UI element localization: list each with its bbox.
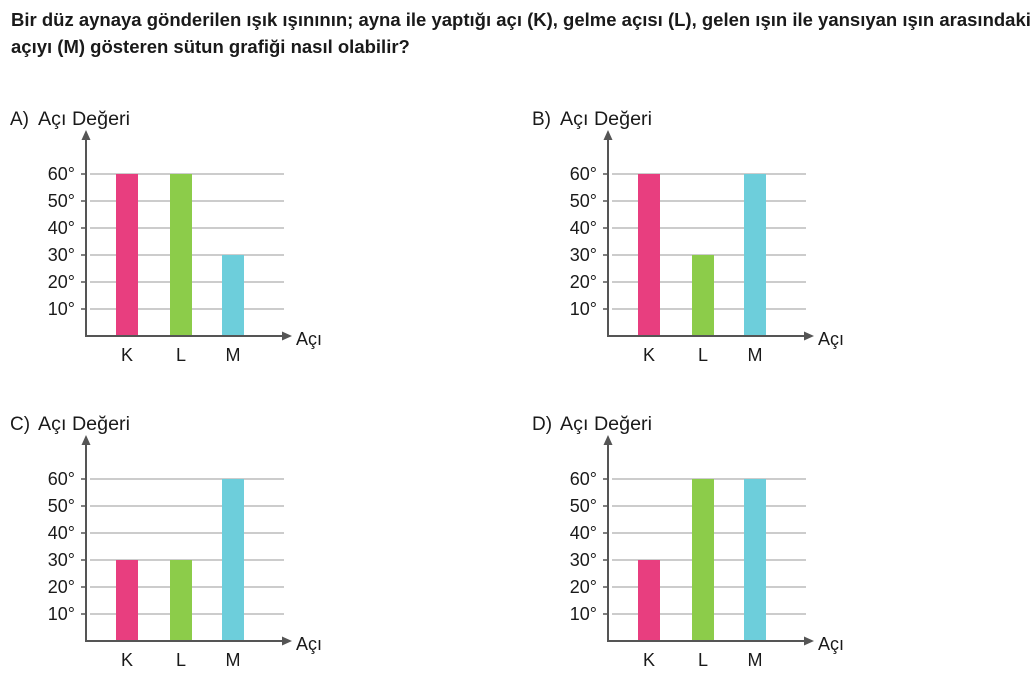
x-axis-arrow-icon xyxy=(282,331,292,341)
bar-chart-svg: C) Açı Değeri 10° 20° 30° 40° 50° 60° Açı K L M xyxy=(10,414,322,670)
option-letter: D) xyxy=(532,414,552,435)
y-axis-title: Açı Değeri xyxy=(38,109,130,130)
x-axis-title: Açı xyxy=(818,329,844,349)
y-axis-arrow-icon xyxy=(81,435,91,445)
x-tick-label: K xyxy=(643,650,655,670)
y-axis-arrow-icon xyxy=(603,130,613,140)
x-tick-label: L xyxy=(698,345,708,365)
bar-m xyxy=(744,479,766,641)
option-letter: C) xyxy=(10,414,30,435)
option-letter: B) xyxy=(532,109,551,130)
y-tick-label: 30° xyxy=(570,550,597,570)
x-tick-label: L xyxy=(176,650,186,670)
x-axis-arrow-icon xyxy=(282,636,292,646)
option-b-chart[interactable]: B) Açı Değeri 10° 20° 30° 40° 50° 60° Açı K L M xyxy=(532,104,862,394)
bar-chart-svg: B) Açı Değeri 10° 20° 30° 40° 50° 60° Açı K L M xyxy=(532,109,844,365)
bar-m xyxy=(222,479,244,641)
y-axis-title: Açı Değeri xyxy=(560,414,652,435)
y-tick-label: 20° xyxy=(48,577,75,597)
bar-m xyxy=(744,174,766,336)
x-tick-label: M xyxy=(748,650,763,670)
bar-l xyxy=(692,255,714,336)
x-tick-label: M xyxy=(226,345,241,365)
y-tick-label: 50° xyxy=(48,496,75,516)
y-tick-label: 40° xyxy=(48,218,75,238)
x-axis-title: Açı xyxy=(296,329,322,349)
option-d-chart[interactable]: D) Açı Değeri 10° 20° 30° 40° 50° 60° Açı K L M xyxy=(532,409,862,699)
bar-k xyxy=(116,560,138,641)
y-tick-label: 60° xyxy=(570,164,597,184)
bar-chart-svg: D) Açı Değeri 10° 20° 30° 40° 50° 60° Açı K L M xyxy=(532,414,844,670)
y-axis-title: Açı Değeri xyxy=(560,109,652,130)
bar-l xyxy=(170,174,192,336)
y-tick-label: 60° xyxy=(570,469,597,489)
x-axis-arrow-icon xyxy=(804,636,814,646)
y-tick-label: 10° xyxy=(48,299,75,319)
y-tick-label: 20° xyxy=(570,272,597,292)
y-tick-label: 10° xyxy=(570,604,597,624)
y-tick-label: 60° xyxy=(48,469,75,489)
x-tick-label: K xyxy=(121,345,133,365)
y-tick-label: 30° xyxy=(48,245,75,265)
bar-k xyxy=(638,174,660,336)
x-tick-label: M xyxy=(226,650,241,670)
y-tick-label: 30° xyxy=(570,245,597,265)
y-tick-label: 40° xyxy=(48,523,75,543)
y-tick-label: 50° xyxy=(570,191,597,211)
y-tick-label: 40° xyxy=(570,523,597,543)
y-tick-label: 10° xyxy=(570,299,597,319)
y-tick-label: 30° xyxy=(48,550,75,570)
x-tick-label: K xyxy=(643,345,655,365)
y-axis-arrow-icon xyxy=(603,435,613,445)
bar-l xyxy=(692,479,714,641)
y-tick-label: 20° xyxy=(48,272,75,292)
x-axis-title: Açı xyxy=(296,634,322,654)
x-tick-label: K xyxy=(121,650,133,670)
bar-m xyxy=(222,255,244,336)
y-tick-label: 50° xyxy=(48,191,75,211)
question-text: Bir düz aynaya gönderilen ışık ışınının;… xyxy=(11,9,1031,57)
x-tick-label: L xyxy=(176,345,186,365)
bar-l xyxy=(170,560,192,641)
y-tick-label: 10° xyxy=(48,604,75,624)
y-tick-label: 50° xyxy=(570,496,597,516)
bar-k xyxy=(116,174,138,336)
y-tick-label: 40° xyxy=(570,218,597,238)
x-tick-label: L xyxy=(698,650,708,670)
x-tick-label: M xyxy=(748,345,763,365)
y-tick-label: 20° xyxy=(570,577,597,597)
option-a-chart[interactable]: A) Açı Değeri 10° 20° 30° 40° 50° 60° Açı K L M xyxy=(10,104,340,394)
x-axis-title: Açı xyxy=(818,634,844,654)
bar-k xyxy=(638,560,660,641)
x-axis-arrow-icon xyxy=(804,331,814,341)
option-letter: A) xyxy=(10,109,29,130)
y-axis-arrow-icon xyxy=(81,130,91,140)
y-tick-label: 60° xyxy=(48,164,75,184)
bar-chart-svg: A) Açı Değeri 10° 20° 30° 40° 50° 60° Açı K L M xyxy=(10,109,322,365)
option-c-chart[interactable]: C) Açı Değeri 10° 20° 30° 40° 50° 60° Açı K L M xyxy=(10,409,340,699)
y-axis-title: Açı Değeri xyxy=(38,414,130,435)
